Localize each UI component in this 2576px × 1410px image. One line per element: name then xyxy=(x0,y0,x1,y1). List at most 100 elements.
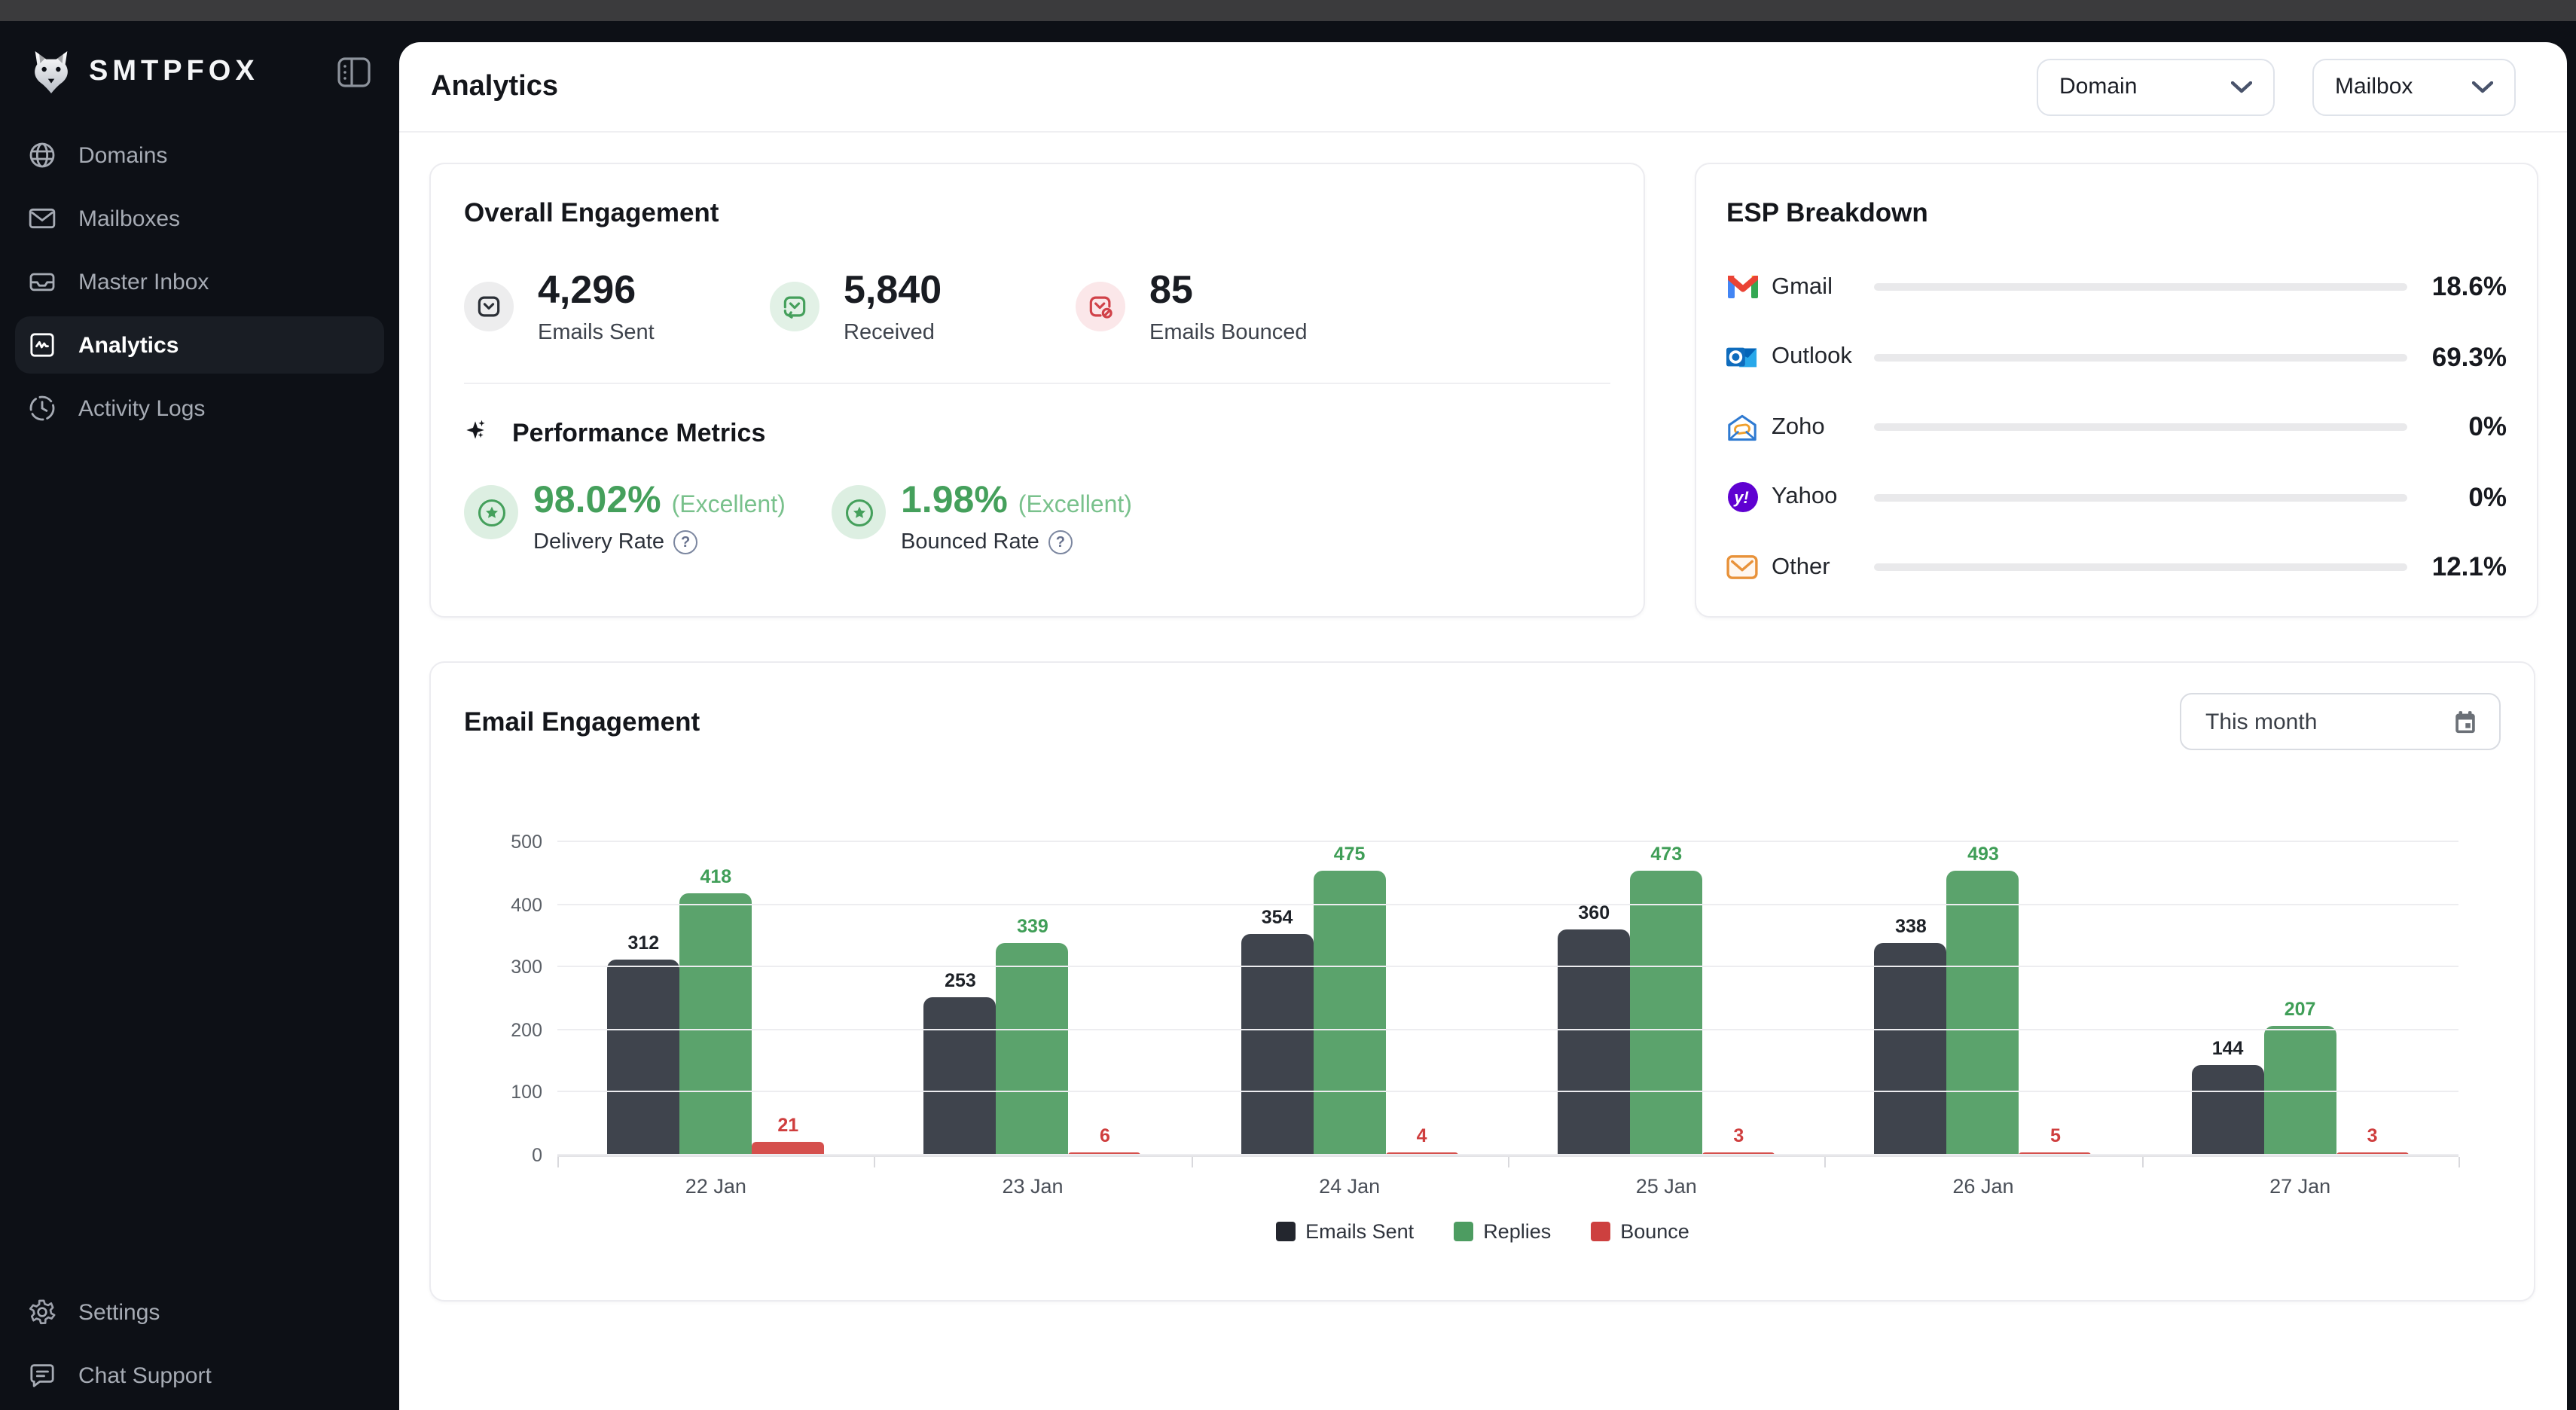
sidebar-item-mailboxes[interactable]: Mailboxes xyxy=(15,190,384,247)
legend-item-emails-sent: Emails Sent xyxy=(1275,1220,1414,1243)
bar-bounce-25-jan xyxy=(1702,1152,1775,1155)
sidebar: SMTPFOX Domains xyxy=(0,21,399,1410)
chart-legend: Emails Sent Replies Bounce xyxy=(464,1220,2501,1243)
sidebar-item-analytics[interactable]: Analytics xyxy=(15,316,384,374)
stat-received: 5,840 Received xyxy=(770,268,1076,345)
domain-select-value: Domain xyxy=(2059,74,2138,99)
sidebar-item-label: Domains xyxy=(78,142,168,168)
fox-logo-icon xyxy=(27,50,75,95)
gridline xyxy=(557,1091,2458,1093)
gridline xyxy=(557,841,2458,842)
metric-label: Bounced Rate xyxy=(901,530,1039,554)
bar-column: 473 xyxy=(1630,844,1703,1155)
panel-toggle-icon[interactable] xyxy=(336,56,372,89)
bar-bounce-26-jan xyxy=(2019,1152,2092,1155)
calendar-icon xyxy=(2452,709,2478,734)
sidebar-item-domains[interactable]: Domains xyxy=(15,127,384,184)
bar-bounce-23-jan xyxy=(1068,1152,1141,1155)
performance-metrics-header: Performance Metrics xyxy=(464,419,1610,449)
esp-name: Gmail xyxy=(1772,273,1833,299)
chevron-down-icon xyxy=(2231,81,2252,93)
sidebar-item-chat-support[interactable]: Chat Support xyxy=(15,1347,384,1404)
sparkles-icon xyxy=(464,419,494,449)
legend-swatch xyxy=(1590,1222,1610,1241)
gridline xyxy=(557,1154,2458,1155)
bar-group-23-jan: 253 339 6 xyxy=(874,844,1192,1155)
yahoo-icon: y! xyxy=(1726,482,1758,512)
bar-emails-sent-26-jan xyxy=(1874,943,1947,1155)
zoho-icon xyxy=(1726,412,1758,442)
sidebar-item-settings[interactable]: Settings xyxy=(15,1283,384,1341)
bar-emails-sent-25-jan xyxy=(1558,929,1631,1155)
stat-label: Received xyxy=(844,321,935,345)
bar-column: 493 xyxy=(1946,844,2019,1155)
bar-value-label: 473 xyxy=(1650,844,1683,865)
mailbox-select[interactable]: Mailbox xyxy=(2312,58,2516,115)
stat-label: Emails Bounced xyxy=(1149,321,1308,345)
x-axis-label: 23 Jan xyxy=(1002,1175,1064,1198)
bar-column: 207 xyxy=(2263,844,2336,1155)
metric-qualifier: (Excellent) xyxy=(671,493,786,518)
help-icon[interactable]: ? xyxy=(1048,530,1073,554)
clock-icon xyxy=(27,393,57,423)
legend-item-bounce: Bounce xyxy=(1590,1220,1689,1243)
email-engagement-title: Email Engagement xyxy=(464,706,700,736)
mail-sent-icon xyxy=(464,282,514,331)
x-axis-tick xyxy=(1508,1157,1509,1167)
bar-value-label: 360 xyxy=(1578,902,1610,924)
brand-row: SMTPFOX xyxy=(0,33,399,111)
x-axis-tick xyxy=(1824,1157,1827,1167)
bar-column: 4 xyxy=(1385,844,1458,1155)
x-axis-tick xyxy=(557,1157,559,1167)
period-select-value: This month xyxy=(2205,709,2318,734)
mail-received-icon xyxy=(770,282,819,331)
sidebar-item-activity-logs[interactable]: Activity Logs xyxy=(15,380,384,437)
esp-progress-track xyxy=(1874,283,2407,291)
help-icon[interactable]: ? xyxy=(673,530,698,554)
email-engagement-card: Email Engagement This month xyxy=(429,661,2535,1302)
bar-value-label: 338 xyxy=(1895,916,1927,938)
bar-column: 3 xyxy=(2336,844,2409,1155)
metric-qualifier: (Excellent) xyxy=(1018,493,1132,518)
bar-column: 360 xyxy=(1558,844,1631,1155)
sidebar-item-master-inbox[interactable]: Master Inbox xyxy=(15,253,384,310)
stat-value: 5,840 xyxy=(844,267,942,312)
other-mail-icon xyxy=(1726,552,1758,582)
bar-value-label: 493 xyxy=(1967,844,1999,865)
bar-column: 475 xyxy=(1313,844,1386,1155)
y-axis-tick-label: 300 xyxy=(511,957,542,978)
metric-bounced-rate: 1.98% (Excellent) Bounced Rate ? xyxy=(832,479,1199,554)
bar-column: 5 xyxy=(2019,844,2092,1155)
esp-progress-track xyxy=(1874,493,2407,501)
mailbox-select-value: Mailbox xyxy=(2335,74,2413,99)
esp-row-zoho: Zoho 0% xyxy=(1726,411,2507,443)
inbox-tray-icon xyxy=(27,267,57,297)
gridline xyxy=(557,966,2458,968)
bar-value-label: 418 xyxy=(700,866,732,888)
sidebar-item-label: Master Inbox xyxy=(78,269,209,295)
esp-progress-track xyxy=(1874,353,2407,361)
card-divider xyxy=(464,383,1610,384)
metric-value: 98.02% xyxy=(533,479,661,521)
bar-replies-25-jan xyxy=(1630,871,1703,1155)
domain-select[interactable]: Domain xyxy=(2037,58,2275,115)
bar-value-label: 21 xyxy=(777,1115,799,1137)
bar-replies-23-jan xyxy=(996,942,1069,1155)
legend-swatch xyxy=(1453,1222,1473,1241)
esp-progress-track xyxy=(1874,563,2407,571)
bar-column: 339 xyxy=(996,844,1069,1155)
y-axis-tick-label: 400 xyxy=(511,894,542,916)
star-circle-icon xyxy=(464,485,518,539)
esp-name: Yahoo xyxy=(1772,484,1838,509)
metric-value: 1.98% xyxy=(901,479,1008,521)
star-circle-icon xyxy=(832,485,886,539)
bar-group-22-jan: 312 418 21 xyxy=(557,844,874,1155)
overall-engagement-title: Overall Engagement xyxy=(464,197,719,227)
period-select[interactable]: This month xyxy=(2180,693,2501,750)
bar-column: 21 xyxy=(752,844,825,1155)
esp-row-outlook: Outlook 69.3% xyxy=(1726,341,2507,373)
x-axis-label: 24 Jan xyxy=(1319,1175,1381,1198)
svg-text:y!: y! xyxy=(1732,488,1748,507)
bar-value-label: 4 xyxy=(1416,1125,1427,1146)
